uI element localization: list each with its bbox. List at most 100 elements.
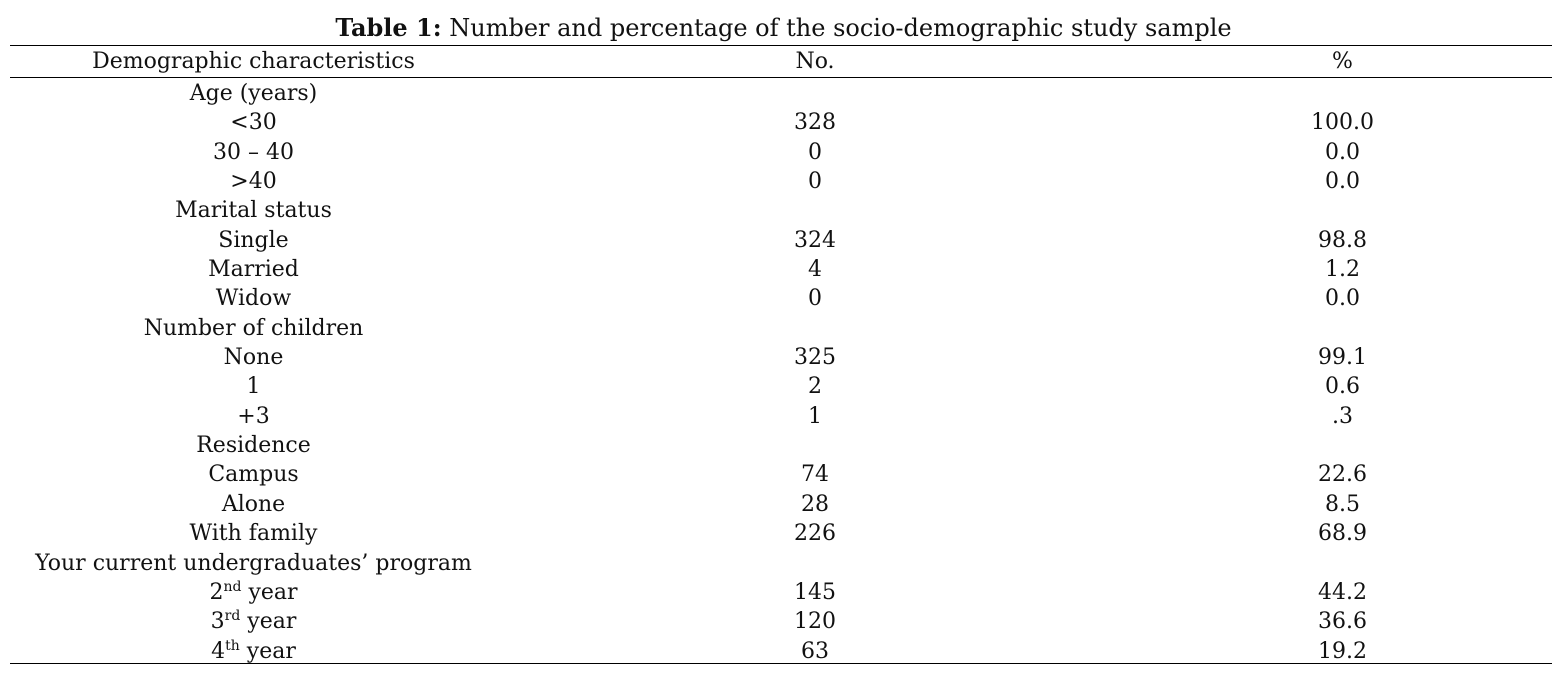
table-group-row: Number of children — [10, 313, 1552, 342]
table-body: Age (years) <30 328 100.0 30 – 40 0 0.0 >40 0 0.0… — [10, 78, 1552, 665]
percent-cell — [1133, 430, 1552, 459]
row-label: >40 — [230, 169, 277, 195]
count-cell — [497, 548, 1133, 577]
ordinal-suffix: rd — [224, 608, 241, 625]
row-label-cell: Campus — [10, 459, 497, 488]
row-label-cell: 2nd year — [10, 577, 497, 606]
percent-cell — [1133, 78, 1552, 107]
table-caption-label: Table 1: — [335, 13, 442, 42]
row-label: Residence — [196, 433, 311, 459]
row-label: 30 – 40 — [213, 139, 294, 165]
table-row: Alone 28 8.5 — [10, 489, 1552, 518]
group-label-cell: Marital status — [10, 195, 497, 224]
count-cell — [497, 430, 1133, 459]
count-cell: 328 — [794, 110, 836, 136]
count-cell: 226 — [794, 521, 836, 547]
row-label: Your current undergraduates’ program — [35, 550, 472, 576]
row-label-cell: Widow — [10, 283, 497, 312]
table-group-row: Marital status — [10, 195, 1552, 224]
row-label: Marital status — [175, 198, 332, 224]
row-label-cell: 3rd year — [10, 606, 497, 635]
table-row: None 325 99.1 — [10, 342, 1552, 371]
percent-cell: 19.2 — [1318, 638, 1367, 664]
row-label-cell: Single — [10, 225, 497, 254]
percent-cell: 99.1 — [1318, 345, 1367, 371]
table-row: 2nd year 145 44.2 — [10, 577, 1552, 606]
row-label-suffix: year — [241, 579, 298, 605]
row-label-cell: 1 — [10, 371, 497, 400]
table-row: 3rd year 120 36.6 — [10, 606, 1552, 635]
table-row: Married 4 1.2 — [10, 254, 1552, 283]
table-row: >40 0 0.0 — [10, 166, 1552, 195]
table-row: +3 1 .3 — [10, 401, 1552, 430]
row-label-suffix: year — [240, 609, 297, 635]
row-label: Age (years) — [189, 81, 318, 106]
group-label-cell: Age (years) — [10, 78, 497, 107]
row-label: Married — [208, 257, 299, 283]
count-cell: 63 — [801, 638, 829, 664]
row-label: Widow — [215, 286, 292, 312]
percent-cell — [1133, 195, 1552, 224]
table-caption: Table 1: Number and percentage of the so… — [0, 12, 1567, 44]
percent-cell: 1.2 — [1325, 257, 1360, 283]
count-cell — [497, 78, 1133, 107]
count-cell: 28 — [801, 491, 829, 517]
count-cell: 120 — [794, 609, 836, 635]
percent-cell: 8.5 — [1325, 491, 1360, 517]
group-label-cell: Your current undergraduates’ program — [10, 548, 497, 577]
table-row: Single 324 98.8 — [10, 225, 1552, 254]
row-label-cell: 4th year — [10, 636, 497, 665]
percent-cell: .3 — [1332, 403, 1353, 429]
header-percent: % — [1332, 49, 1353, 74]
percent-cell — [1133, 313, 1552, 342]
table-row: 30 – 40 0 0.0 — [10, 137, 1552, 166]
row-label-cell: >40 — [10, 166, 497, 195]
table-row: With family 226 68.9 — [10, 518, 1552, 547]
percent-cell: 68.9 — [1318, 521, 1367, 547]
row-label: Campus — [208, 462, 299, 488]
header-demographic-characteristics: Demographic characteristics — [92, 49, 415, 74]
table-bottom-rule — [10, 663, 1552, 664]
row-label-cell: Married — [10, 254, 497, 283]
row-label-cell: <30 — [10, 107, 497, 136]
row-label: +3 — [237, 403, 270, 429]
count-cell: 2 — [808, 374, 822, 400]
row-label: 1 — [246, 374, 261, 400]
table-row: Campus 74 22.6 — [10, 459, 1552, 488]
group-label-cell: Residence — [10, 430, 497, 459]
row-label: None — [223, 345, 284, 371]
group-label-cell: Number of children — [10, 313, 497, 342]
percent-cell: 0.0 — [1325, 286, 1360, 312]
row-label-cell: Alone — [10, 489, 497, 518]
percent-cell: 0.0 — [1325, 169, 1360, 195]
row-label: Number of children — [143, 315, 364, 341]
ordinal-suffix: nd — [223, 578, 242, 595]
row-label: 3 — [210, 609, 225, 635]
row-label-cell: None — [10, 342, 497, 371]
row-label: 4 — [211, 638, 226, 664]
table-row: 1 2 0.6 — [10, 371, 1552, 400]
percent-cell: 36.6 — [1318, 609, 1367, 635]
count-cell — [497, 313, 1133, 342]
percent-cell: 0.0 — [1325, 139, 1360, 165]
row-label-suffix: year — [239, 638, 296, 664]
row-label: Alone — [221, 491, 286, 517]
table-group-row: Residence — [10, 430, 1552, 459]
percent-cell: 100.0 — [1311, 110, 1374, 136]
row-label-cell: +3 — [10, 401, 497, 430]
table-header-rule — [10, 77, 1552, 78]
percent-cell: 44.2 — [1318, 579, 1367, 605]
row-label: With family — [189, 521, 318, 547]
percent-cell: 98.8 — [1318, 227, 1367, 253]
table-caption-text: Number and percentage of the socio-demog… — [441, 14, 1232, 42]
count-cell: 0 — [808, 169, 822, 195]
count-cell: 324 — [794, 227, 836, 253]
row-label: <30 — [230, 110, 277, 136]
count-cell: 0 — [808, 139, 822, 165]
row-label-cell: With family — [10, 518, 497, 547]
count-cell: 1 — [808, 403, 822, 429]
table-top-rule — [10, 45, 1552, 46]
percent-cell: 22.6 — [1318, 462, 1367, 488]
row-label-cell: 30 – 40 — [10, 137, 497, 166]
count-cell: 325 — [794, 345, 836, 371]
